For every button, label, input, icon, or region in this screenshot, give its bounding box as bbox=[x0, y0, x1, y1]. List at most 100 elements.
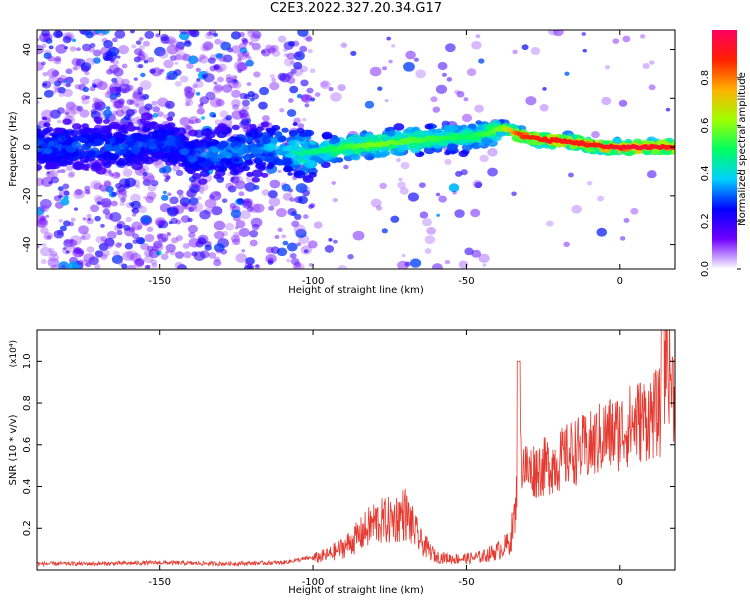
heatmap-cell bbox=[525, 138, 536, 146]
heatmap-cell bbox=[253, 184, 260, 190]
heatmap-cell bbox=[110, 155, 118, 161]
heatmap-cell bbox=[42, 147, 53, 155]
heatmap-cell bbox=[95, 251, 104, 259]
heatmap-cell bbox=[194, 118, 202, 124]
heatmap-cell bbox=[128, 228, 134, 233]
heatmap-cell bbox=[101, 188, 107, 193]
heatmap-cell bbox=[112, 100, 123, 110]
heatmap-cell bbox=[150, 67, 162, 77]
heatmap-cell bbox=[243, 94, 251, 100]
heatmap-cell bbox=[246, 171, 254, 177]
heatmap-cell bbox=[234, 226, 239, 230]
heatmap-cell bbox=[119, 201, 125, 207]
heatmap-cell bbox=[130, 193, 141, 203]
heatmap-cell bbox=[200, 43, 211, 52]
heatmap-cell bbox=[39, 198, 52, 209]
heatmap-cell bbox=[487, 147, 498, 157]
heatmap-cell bbox=[167, 232, 172, 237]
heatmap-cell bbox=[564, 71, 570, 76]
heatmap-cell bbox=[237, 51, 248, 61]
heatmap-cell bbox=[649, 60, 655, 65]
heatmap-cell bbox=[261, 172, 269, 178]
heatmap-cell bbox=[261, 189, 270, 196]
heatmap-cell bbox=[187, 224, 198, 234]
heatmap-cell bbox=[122, 168, 133, 177]
heatmap-cell bbox=[352, 137, 363, 145]
heatmap-cell bbox=[456, 90, 465, 98]
heatmap-cell bbox=[582, 48, 588, 53]
heatmap-cell bbox=[41, 30, 50, 37]
heatmap-cell bbox=[220, 41, 232, 51]
heatmap-cell bbox=[112, 67, 124, 77]
heatmap-cell bbox=[255, 264, 260, 268]
heatmap-cell bbox=[247, 132, 253, 137]
heatmap-cell bbox=[184, 86, 193, 93]
heatmap-cell bbox=[41, 153, 54, 162]
heatmap-cell bbox=[290, 258, 300, 266]
heatmap-cell bbox=[134, 257, 145, 266]
heatmap-cell bbox=[150, 179, 159, 187]
heatmap-cell bbox=[388, 59, 393, 64]
heatmap-cell bbox=[479, 154, 489, 163]
heatmap-cell bbox=[622, 35, 631, 43]
heatmap-cell bbox=[307, 48, 313, 54]
heatmap-cell bbox=[185, 99, 194, 106]
heatmap-cell bbox=[93, 182, 102, 190]
heatmap-cell bbox=[65, 76, 74, 84]
heatmap-cell bbox=[93, 154, 99, 159]
heatmap-cell bbox=[347, 254, 354, 260]
heatmap-cell bbox=[229, 202, 237, 209]
heatmap-cell bbox=[332, 197, 338, 203]
heatmap-cell bbox=[96, 81, 108, 91]
heatmap-cell bbox=[351, 153, 361, 161]
heatmap-cell bbox=[114, 80, 119, 84]
heatmap-cell bbox=[397, 260, 409, 269]
heatmap-cell bbox=[445, 43, 456, 53]
heatmap-cell bbox=[41, 61, 46, 66]
heatmap-cell bbox=[185, 167, 192, 172]
heatmap-cell bbox=[586, 180, 593, 186]
heatmap-cell bbox=[42, 82, 48, 87]
heatmap-cell bbox=[109, 172, 114, 177]
heatmap-cell bbox=[229, 164, 238, 170]
heatmap-cell bbox=[314, 92, 321, 97]
heatmap-cell bbox=[480, 137, 491, 144]
heatmap-cell bbox=[135, 236, 145, 245]
heatmap-cell bbox=[40, 204, 50, 213]
heatmap-cell bbox=[238, 227, 250, 238]
heatmap-cell bbox=[63, 239, 73, 248]
heatmap-cell bbox=[117, 191, 128, 200]
heatmap-cell bbox=[217, 76, 224, 83]
heatmap-cell bbox=[50, 161, 59, 168]
heatmap-cell bbox=[322, 133, 332, 140]
heatmap-cell bbox=[213, 81, 218, 85]
heatmap-cell bbox=[639, 34, 646, 39]
heatmap-cell bbox=[293, 51, 305, 61]
heatmap-cell bbox=[65, 101, 76, 110]
heatmap-cell bbox=[83, 150, 95, 159]
snr-frame bbox=[36, 329, 676, 571]
heatmap-cell bbox=[333, 239, 338, 244]
heatmap-cell bbox=[567, 172, 574, 178]
heatmap-cell bbox=[92, 57, 101, 64]
heatmap-cell bbox=[251, 169, 263, 178]
heatmap-cell bbox=[69, 238, 74, 243]
x-tick-label: -150 bbox=[148, 276, 171, 287]
heatmap-cell bbox=[350, 50, 357, 57]
heatmap-cell bbox=[511, 191, 517, 197]
heatmap-cell bbox=[233, 231, 240, 238]
heatmap-cell bbox=[487, 167, 498, 177]
heatmap-cell bbox=[142, 40, 151, 47]
heatmap-cell bbox=[458, 150, 469, 158]
heatmap-cell bbox=[448, 183, 460, 193]
heatmap-cell bbox=[81, 94, 88, 101]
heatmap-cell bbox=[195, 67, 201, 73]
heatmap-cell bbox=[665, 107, 671, 112]
heatmap-cell bbox=[155, 33, 161, 38]
y-tick-label: 0.2 bbox=[22, 520, 33, 536]
heatmap-cell bbox=[475, 136, 481, 140]
heatmap-cell bbox=[104, 237, 115, 247]
y-tick-label: 40 bbox=[22, 43, 33, 56]
heatmap-cell bbox=[142, 127, 150, 133]
heatmap-cell bbox=[188, 232, 196, 239]
